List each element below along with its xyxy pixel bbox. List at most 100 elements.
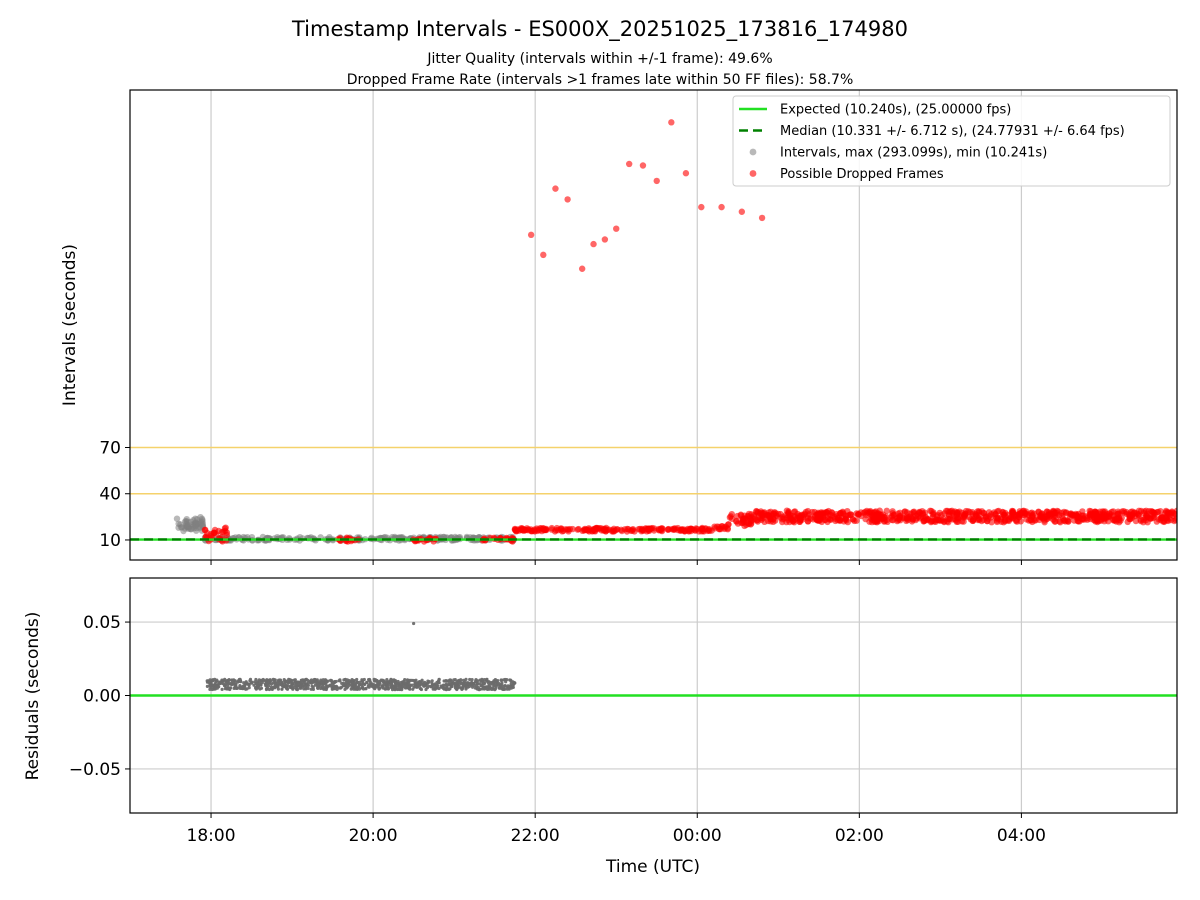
dropped-point bbox=[681, 527, 688, 535]
dropped-point bbox=[915, 513, 922, 520]
dropped-series bbox=[201, 119, 1177, 545]
residuals-point bbox=[470, 678, 474, 682]
residuals-point bbox=[357, 685, 361, 689]
y-tick-label: −0.05 bbox=[69, 760, 121, 780]
residuals-panel: −0.05 0.00 0.05 18:00 20:00 22:00 00:00 02:00 04… bbox=[69, 577, 1178, 846]
residuals-point bbox=[441, 683, 446, 687]
residuals-point bbox=[437, 681, 441, 685]
residuals-point bbox=[499, 678, 503, 682]
residuals-point bbox=[400, 688, 404, 692]
dropped-point bbox=[639, 162, 647, 169]
residuals-point bbox=[406, 679, 410, 683]
dropped-point bbox=[943, 507, 950, 515]
legend-dropped-label: Possible Dropped Frames bbox=[780, 167, 944, 182]
dropped-point bbox=[894, 516, 902, 524]
residuals-point bbox=[333, 687, 337, 691]
residuals-point bbox=[210, 678, 214, 682]
residuals-point bbox=[461, 678, 466, 683]
residuals-point bbox=[447, 679, 451, 684]
residuals-plot-area bbox=[130, 578, 1177, 813]
residuals-point bbox=[332, 681, 336, 685]
intervals-plot-area bbox=[130, 90, 1177, 560]
dropped-point bbox=[517, 526, 525, 533]
dropped-cluster bbox=[750, 507, 1177, 526]
dropped-point bbox=[835, 514, 842, 521]
residuals-point bbox=[316, 686, 320, 690]
residuals-point bbox=[309, 687, 313, 691]
residuals-point bbox=[473, 686, 478, 690]
dropped-point bbox=[1173, 515, 1177, 522]
residuals-point bbox=[488, 685, 492, 690]
y-tick-label: 40 bbox=[99, 485, 121, 505]
residuals-point bbox=[277, 682, 281, 686]
residuals-point bbox=[265, 678, 269, 682]
dropped-point bbox=[951, 512, 958, 520]
residuals-point bbox=[249, 681, 253, 685]
top-y-axis-label: Intervals (seconds) bbox=[60, 244, 80, 406]
dropped-point bbox=[564, 526, 571, 533]
dropped-point bbox=[718, 203, 725, 211]
dropped-point bbox=[725, 521, 732, 528]
residuals-point bbox=[466, 685, 470, 689]
dropped-point bbox=[1115, 510, 1122, 517]
residuals-point bbox=[254, 677, 258, 682]
residuals-point bbox=[321, 685, 325, 689]
residuals-point bbox=[464, 677, 468, 682]
dropped-point bbox=[636, 525, 644, 533]
dropped-point bbox=[1110, 516, 1117, 524]
dropped-point bbox=[1141, 508, 1148, 515]
dropped-point bbox=[613, 225, 620, 232]
dropped-point bbox=[618, 526, 625, 533]
residuals-point bbox=[367, 678, 371, 682]
dropped-point bbox=[1015, 510, 1023, 518]
dropped-point bbox=[1062, 509, 1070, 517]
residuals-point bbox=[341, 681, 345, 685]
residuals-point bbox=[509, 679, 513, 683]
dropped-point bbox=[682, 170, 690, 177]
residuals-point bbox=[277, 678, 281, 682]
residuals-point bbox=[269, 682, 274, 686]
dropped-point bbox=[903, 514, 910, 522]
residuals-point bbox=[349, 683, 353, 687]
residuals-point bbox=[322, 687, 326, 691]
dropped-point bbox=[578, 265, 586, 272]
x-tick-label: 02:00 bbox=[835, 826, 884, 846]
residuals-point bbox=[272, 685, 276, 689]
residuals-point bbox=[430, 679, 434, 683]
residuals-point bbox=[509, 681, 513, 686]
residuals-point bbox=[299, 682, 303, 686]
dropped-point bbox=[604, 526, 611, 534]
dropped-point bbox=[650, 525, 658, 532]
dropped-point bbox=[623, 528, 631, 535]
intervals-point bbox=[173, 515, 181, 522]
residuals-point bbox=[419, 687, 423, 692]
residuals-point bbox=[230, 678, 234, 683]
intervals-point bbox=[194, 519, 202, 526]
dropped-point bbox=[761, 518, 768, 525]
residuals-point bbox=[309, 681, 313, 685]
x-axis-label: Time (UTC) bbox=[605, 857, 700, 877]
dropped-point bbox=[1007, 514, 1015, 521]
residuals-point bbox=[458, 679, 462, 683]
dropped-point bbox=[873, 517, 881, 524]
bottom-y-axis-label: Residuals (seconds) bbox=[23, 612, 43, 781]
dropped-point bbox=[822, 511, 830, 518]
residuals-point bbox=[220, 687, 224, 692]
dropped-cluster bbox=[711, 523, 731, 533]
residuals-point bbox=[454, 684, 458, 688]
residuals-point bbox=[412, 678, 416, 683]
dropped-point bbox=[540, 251, 547, 259]
residuals-point bbox=[254, 686, 258, 690]
residuals-point bbox=[365, 680, 369, 685]
residuals-point bbox=[381, 685, 385, 689]
residuals-point bbox=[397, 684, 401, 688]
dropped-point bbox=[1147, 514, 1154, 521]
residuals-point bbox=[352, 687, 356, 691]
dropped-point bbox=[511, 526, 519, 533]
dropped-point bbox=[1082, 513, 1089, 520]
residuals-point bbox=[439, 684, 443, 688]
dropped-point bbox=[207, 532, 215, 540]
dropped-point bbox=[659, 525, 666, 532]
residuals-point bbox=[209, 686, 213, 690]
residuals-point bbox=[205, 684, 209, 689]
